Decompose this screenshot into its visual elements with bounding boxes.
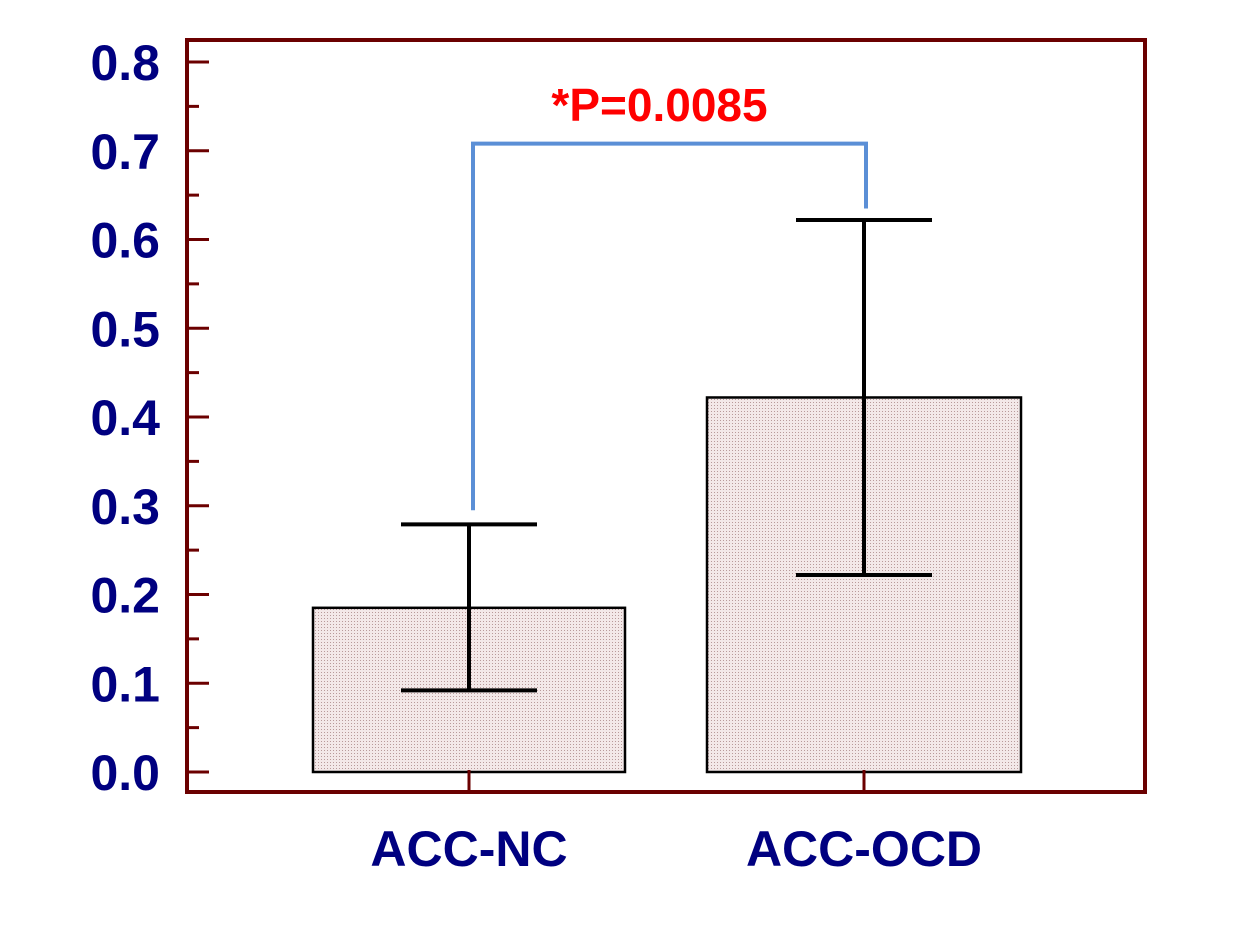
y-tick-label: 0.1 (90, 656, 160, 712)
significance-bracket: *P=0.0085 (471, 79, 868, 511)
y-tick-label: 0.0 (90, 745, 160, 801)
bars (311, 396, 1023, 774)
y-tick-label: 0.5 (90, 301, 160, 357)
x-category-label: ACC-OCD (746, 821, 982, 877)
x-category-label: ACC-NC (370, 821, 567, 877)
y-tick-label: 0.8 (90, 35, 160, 91)
y-axis: 0.0 0.1 0.2 0.3 0.4 0.5 0.6 0.7 0.8 (90, 35, 209, 801)
bracket-line (471, 141, 868, 511)
y-tick-label: 0.4 (90, 390, 160, 446)
x-axis: ACC-NC ACC-OCD (370, 770, 982, 877)
p-value-label: *P=0.0085 (551, 79, 767, 131)
y-tick-label: 0.7 (90, 124, 160, 180)
y-tick-label: 0.6 (90, 213, 160, 269)
error-bars (401, 217, 932, 693)
y-tick-label: 0.2 (90, 568, 160, 624)
y-tick-label: 0.3 (90, 479, 160, 535)
